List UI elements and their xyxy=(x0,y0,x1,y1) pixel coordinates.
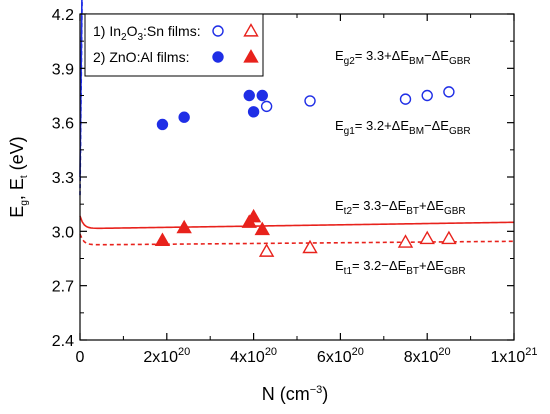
legend: 1) In2O3:Sn films: 2) ZnO:Al films: xyxy=(84,13,264,77)
curve-et1 xyxy=(79,233,515,246)
point-in2o3_et-3 xyxy=(419,230,435,245)
legend-marker-zno-triangle xyxy=(243,49,259,63)
y-tick-label: 2.7 xyxy=(52,279,74,296)
curve-et2 xyxy=(79,215,515,230)
x-tick-label: 8x1020 xyxy=(404,346,451,366)
x-tick-label: 6x1020 xyxy=(317,346,364,366)
y-tick-label: 4.2 xyxy=(52,7,74,24)
legend-marker-zno-circle xyxy=(212,51,224,63)
point-zno_et-0 xyxy=(154,232,171,246)
point-in2o3_et-4 xyxy=(441,230,457,245)
point-zno_et-3 xyxy=(245,208,262,223)
legend-markers xyxy=(212,23,259,63)
point-zno_eg-0 xyxy=(156,118,169,131)
point-in2o3_eg-2 xyxy=(399,93,412,105)
point-in2o3_eg-4 xyxy=(443,86,455,98)
annotation-eg2: Eg2= 3.3+ΔEBM−ΔEGBR xyxy=(335,48,471,67)
point-in2o3_eg-0 xyxy=(260,100,273,113)
legend-label-zno: 2) ZnO:Al films: xyxy=(93,49,189,65)
annotation-eg1: Eg1= 3.2+ΔEBM−ΔEGBR xyxy=(335,118,471,137)
y-axis-title: Eg, Et (eV) xyxy=(7,136,30,217)
legend-box xyxy=(84,13,264,77)
point-zno_et-4 xyxy=(254,221,270,236)
legend-label-in2o3: 1) In2O3:Sn films: xyxy=(93,23,201,43)
legend-marker-in2o3-triangle xyxy=(243,23,259,37)
legend-marker-in2o3-circle xyxy=(212,25,224,37)
point-in2o3_et-2 xyxy=(397,234,414,248)
y-tick-label: 3.9 xyxy=(52,61,74,78)
y-tick-label: 2.4 xyxy=(52,333,74,350)
x-tick-label: 2x1020 xyxy=(143,346,190,366)
point-in2o3_et-0 xyxy=(258,243,275,257)
x-tick-label: 0 xyxy=(76,349,85,366)
y-tick-label: 3.6 xyxy=(52,116,74,133)
x-tick-label: 4x1020 xyxy=(230,346,277,366)
x-tick-label: 1x1021 xyxy=(491,346,538,366)
point-zno_eg-2 xyxy=(243,89,255,102)
point-zno_et-1 xyxy=(176,219,192,234)
annotation-et2: Et2= 3.3−ΔEBT+ΔEGBR xyxy=(335,198,466,217)
annotation-et1: Et1= 3.2−ΔEBT+ΔEGBR xyxy=(335,258,466,277)
y-tick-label: 3.0 xyxy=(52,224,74,241)
point-zno_eg-1 xyxy=(178,111,190,123)
x-axis-title: N (cm−3) xyxy=(262,384,329,404)
point-zno_eg-4 xyxy=(256,89,268,102)
plot-area: 2.4 2.7 3.0 3.3 3.6 3.9 4.2 0 2x1020 4x1020 6x1020… xyxy=(52,0,538,366)
point-in2o3_et-1 xyxy=(302,239,318,254)
point-zno_eg-3 xyxy=(247,106,260,118)
point-in2o3_eg-1 xyxy=(304,95,316,107)
y-tick-label: 3.3 xyxy=(52,170,74,187)
point-in2o3_eg-3 xyxy=(421,89,433,102)
